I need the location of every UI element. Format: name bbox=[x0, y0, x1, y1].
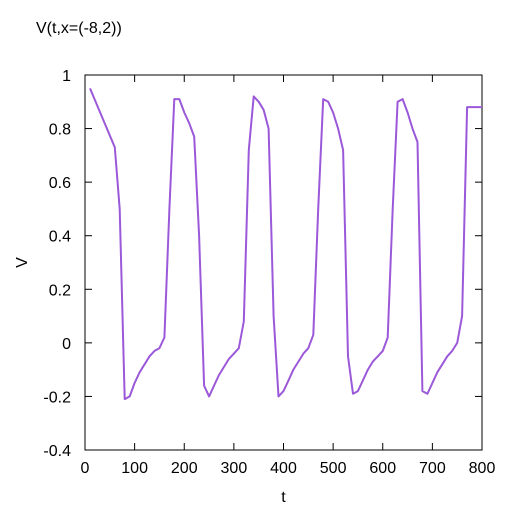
x-tick-label: 100 bbox=[121, 460, 148, 477]
x-tick-label: 400 bbox=[270, 460, 297, 477]
tick-labels: 0 100 200 300 400 500 600 700 800 -0.4 -0.2 0 0.2 0.4… bbox=[43, 68, 495, 477]
y-tick-label: 0.2 bbox=[49, 282, 71, 299]
plot-frame bbox=[84, 74, 483, 451]
y-tick-label: 1 bbox=[62, 68, 71, 85]
y-axis-label: V bbox=[14, 257, 31, 268]
series-line bbox=[89, 88, 482, 401]
x-tick-label: 500 bbox=[320, 460, 347, 477]
y-tick-label: -0.4 bbox=[43, 443, 71, 460]
y-tick-label: -0.2 bbox=[43, 389, 71, 406]
y-tick-label: 0.8 bbox=[49, 122, 71, 139]
y-tick-label: 0 bbox=[62, 336, 71, 353]
x-tick-label: 0 bbox=[81, 460, 90, 477]
chart-title: V(t,x=(-8,2)) bbox=[36, 20, 122, 37]
x-tick-label: 800 bbox=[469, 460, 496, 477]
x-tick-label: 200 bbox=[171, 460, 198, 477]
x-tick-label: 600 bbox=[369, 460, 396, 477]
axis-ticks bbox=[84, 74, 483, 451]
y-tick-label: 0.6 bbox=[49, 175, 71, 192]
x-tick-label: 700 bbox=[419, 460, 446, 477]
x-axis-label: t bbox=[281, 489, 286, 506]
x-tick-label: 300 bbox=[221, 460, 248, 477]
y-tick-label: 0.4 bbox=[49, 229, 71, 246]
